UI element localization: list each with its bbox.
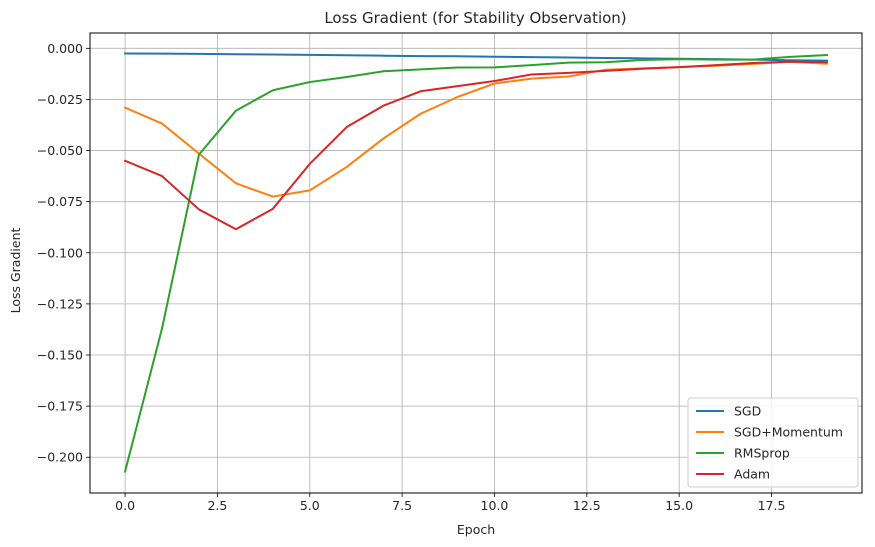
y-tick-label: −0.150 xyxy=(37,348,83,363)
x-tick-label: 15.0 xyxy=(665,498,693,513)
x-tick-label: 5.0 xyxy=(300,498,320,513)
y-tick-label: −0.075 xyxy=(37,194,83,209)
axis-ticks: 0.0 2.5 5.0 7.5 10.0 12.5 15.0 17.5 0.000 −0.025 −… xyxy=(37,41,786,513)
series-layer xyxy=(123,52,828,473)
legend-label-sgd: SGD xyxy=(734,404,761,419)
legend-label-rmsprop: RMSprop xyxy=(734,446,790,461)
plot-frame xyxy=(89,32,863,494)
series-line-rmsprop xyxy=(123,54,828,473)
x-tick-label: 17.5 xyxy=(758,498,786,513)
y-tick-label: −0.025 xyxy=(37,92,83,107)
x-axis-title: Epoch xyxy=(457,522,495,537)
y-tick-label: −0.125 xyxy=(37,296,83,311)
x-tick-label: 10.0 xyxy=(481,498,509,513)
x-tick-label: 0.0 xyxy=(115,498,135,513)
legend-label-adam: Adam xyxy=(734,467,770,482)
y-tick-label: −0.175 xyxy=(37,399,83,414)
y-axis-title: Loss Gradient xyxy=(8,228,23,314)
y-tick-label: −0.100 xyxy=(37,245,83,260)
series-line-adam xyxy=(123,60,828,231)
x-tick-label: 7.5 xyxy=(392,498,412,513)
legend-label-sgd-momentum: SGD+Momentum xyxy=(734,425,843,440)
chart-title: Loss Gradient (for Stability Observation… xyxy=(324,9,626,27)
y-tick-label: 0.000 xyxy=(47,41,83,56)
legend-box xyxy=(687,397,859,488)
legend: SGD SGD+Momentum RMSprop Adam xyxy=(687,397,859,488)
x-tick-label: 2.5 xyxy=(207,498,227,513)
y-tick-label: −0.200 xyxy=(37,450,83,465)
y-tick-label: −0.050 xyxy=(37,143,83,158)
x-tick-label: 12.5 xyxy=(573,498,601,513)
grid xyxy=(90,33,862,493)
